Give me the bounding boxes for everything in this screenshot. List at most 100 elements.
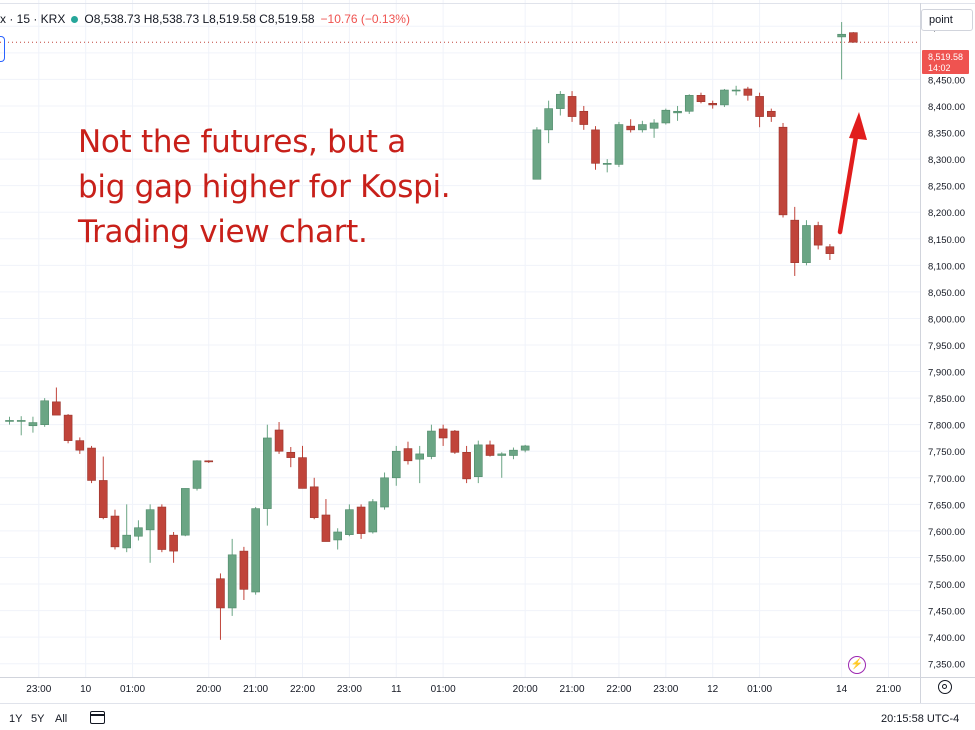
price-scale-unit[interactable]: point xyxy=(921,9,973,31)
y-tick-label: 7,750.00 xyxy=(928,447,965,458)
calendar-icon[interactable] xyxy=(90,711,105,724)
candle-body xyxy=(532,129,542,180)
candle-body xyxy=(356,506,366,534)
y-tick-label: 7,700.00 xyxy=(928,474,965,485)
candle xyxy=(579,105,589,130)
candle-body xyxy=(263,437,272,509)
candle xyxy=(743,86,753,101)
x-tick-label: 12 xyxy=(707,684,719,695)
candle-body xyxy=(766,110,776,117)
candle-body xyxy=(110,515,120,548)
candle xyxy=(427,424,436,460)
left-panel-handle[interactable] xyxy=(0,36,5,62)
candle xyxy=(755,92,764,128)
candle-body xyxy=(122,534,131,549)
y-tick-label: 8,150.00 xyxy=(928,235,965,246)
y-tick-label: 8,450.00 xyxy=(928,75,965,86)
candle xyxy=(696,92,706,104)
candle xyxy=(450,429,460,454)
candle-body xyxy=(391,450,401,479)
range-all-button[interactable]: All xyxy=(55,713,68,725)
candle-body xyxy=(837,33,846,38)
range-5y-button[interactable]: 5Y xyxy=(31,713,45,725)
candle xyxy=(333,528,342,550)
x-tick-label: 23:00 xyxy=(337,684,362,695)
bolt-icon[interactable]: ⚡ xyxy=(848,656,866,674)
y-tick-label: 7,950.00 xyxy=(928,341,965,352)
x-tick-label: 20:00 xyxy=(196,684,221,695)
candle xyxy=(731,85,741,96)
candle-body xyxy=(731,89,741,92)
candle xyxy=(485,440,495,457)
annotation-line-1: Not the futures, but a xyxy=(78,124,406,160)
candle-body xyxy=(415,453,425,460)
candle-body xyxy=(614,124,624,165)
candle xyxy=(192,460,202,491)
candle xyxy=(5,416,14,425)
candle-body xyxy=(755,96,764,117)
candle-body xyxy=(520,445,530,451)
y-tick-label: 8,300.00 xyxy=(928,155,965,166)
candle xyxy=(649,119,659,138)
candle-body xyxy=(497,453,507,456)
annotation-text: Not the futures, but a big gap higher fo… xyxy=(78,120,451,255)
candle xyxy=(145,504,155,563)
candle-body xyxy=(227,554,237,609)
x-tick-label: 21:00 xyxy=(560,684,585,695)
candle xyxy=(825,244,835,261)
candle xyxy=(602,159,612,173)
candle-body xyxy=(192,460,202,489)
candle-body xyxy=(544,108,553,131)
candle-body xyxy=(251,508,260,593)
candle-body xyxy=(802,225,811,263)
x-tick-label: 22:00 xyxy=(606,684,631,695)
candle xyxy=(614,121,624,168)
symbol-label[interactable]: x · 15 · KRX xyxy=(0,12,66,26)
candle-body xyxy=(485,444,495,456)
x-tick-label: 01:00 xyxy=(431,684,456,695)
candle-body xyxy=(450,430,460,453)
x-tick-label: 10 xyxy=(80,684,92,695)
candle-body xyxy=(778,126,788,216)
x-tick-label: 21:00 xyxy=(876,684,901,695)
candle-body xyxy=(649,122,659,129)
y-tick-label: 8,050.00 xyxy=(928,288,965,299)
candle xyxy=(766,108,776,122)
y-tick-label: 7,500.00 xyxy=(928,580,965,591)
candle-body xyxy=(5,420,14,422)
candle-body xyxy=(204,460,214,463)
candle-body xyxy=(462,452,471,480)
candle-body xyxy=(708,103,718,106)
candle-body xyxy=(602,163,612,165)
candle-body xyxy=(556,93,565,109)
candle-body xyxy=(345,509,354,535)
candle-body xyxy=(790,219,800,263)
range-1y-button[interactable]: 1Y xyxy=(9,713,23,725)
gear-icon[interactable] xyxy=(938,680,952,694)
candle xyxy=(473,440,483,484)
y-tick-label: 8,400.00 xyxy=(928,102,965,113)
candle xyxy=(591,126,600,170)
candle xyxy=(227,538,237,616)
candle-body xyxy=(52,401,61,416)
candle-body xyxy=(16,420,26,422)
x-tick-label: 11 xyxy=(391,684,402,695)
candle-body xyxy=(813,225,823,246)
candle xyxy=(321,499,331,542)
candle-body xyxy=(380,477,389,508)
candle-body xyxy=(661,109,671,124)
candle xyxy=(661,108,671,125)
x-tick-label: 01:00 xyxy=(747,684,772,695)
timezone-clock[interactable]: 20:15:58 UTC-4 xyxy=(881,713,960,725)
y-tick-label: 7,350.00 xyxy=(928,660,965,671)
candle-body xyxy=(720,89,729,106)
candle xyxy=(298,445,307,489)
x-tick-label: 23:00 xyxy=(26,684,51,695)
candle xyxy=(181,488,190,537)
candle-body xyxy=(157,506,167,550)
candle xyxy=(438,424,448,446)
candle-body xyxy=(849,32,858,43)
candle-body xyxy=(579,110,589,125)
